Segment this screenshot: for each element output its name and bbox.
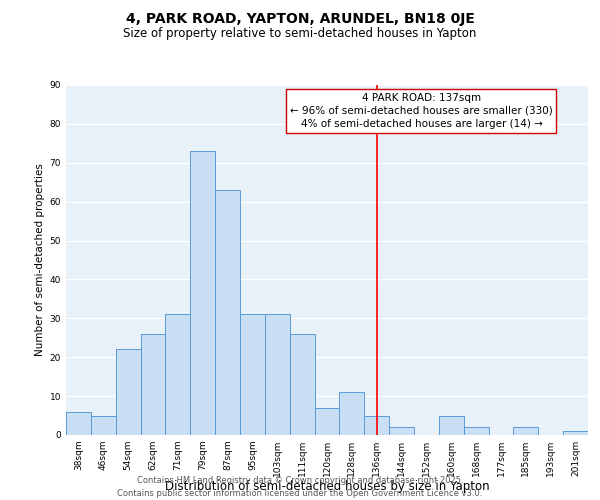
Bar bbox=[364, 416, 389, 435]
Bar bbox=[66, 412, 91, 435]
Text: 4 PARK ROAD: 137sqm
← 96% of semi-detached houses are smaller (330)
4% of semi-d: 4 PARK ROAD: 137sqm ← 96% of semi-detach… bbox=[290, 93, 553, 129]
Text: Contains HM Land Registry data © Crown copyright and database right 2025.
Contai: Contains HM Land Registry data © Crown c… bbox=[118, 476, 482, 498]
Bar bbox=[514, 427, 538, 435]
Bar bbox=[240, 314, 265, 435]
Bar bbox=[314, 408, 340, 435]
X-axis label: Distribution of semi-detached houses by size in Yapton: Distribution of semi-detached houses by … bbox=[164, 480, 490, 494]
Bar bbox=[439, 416, 464, 435]
Y-axis label: Number of semi-detached properties: Number of semi-detached properties bbox=[35, 164, 46, 356]
Bar bbox=[166, 314, 190, 435]
Text: Size of property relative to semi-detached houses in Yapton: Size of property relative to semi-detach… bbox=[124, 28, 476, 40]
Bar bbox=[190, 151, 215, 435]
Bar bbox=[91, 416, 116, 435]
Bar bbox=[215, 190, 240, 435]
Bar bbox=[265, 314, 290, 435]
Text: 4, PARK ROAD, YAPTON, ARUNDEL, BN18 0JE: 4, PARK ROAD, YAPTON, ARUNDEL, BN18 0JE bbox=[125, 12, 475, 26]
Bar bbox=[116, 350, 140, 435]
Bar bbox=[340, 392, 364, 435]
Bar bbox=[290, 334, 314, 435]
Bar bbox=[464, 427, 488, 435]
Bar bbox=[563, 431, 588, 435]
Bar bbox=[389, 427, 414, 435]
Bar bbox=[140, 334, 166, 435]
